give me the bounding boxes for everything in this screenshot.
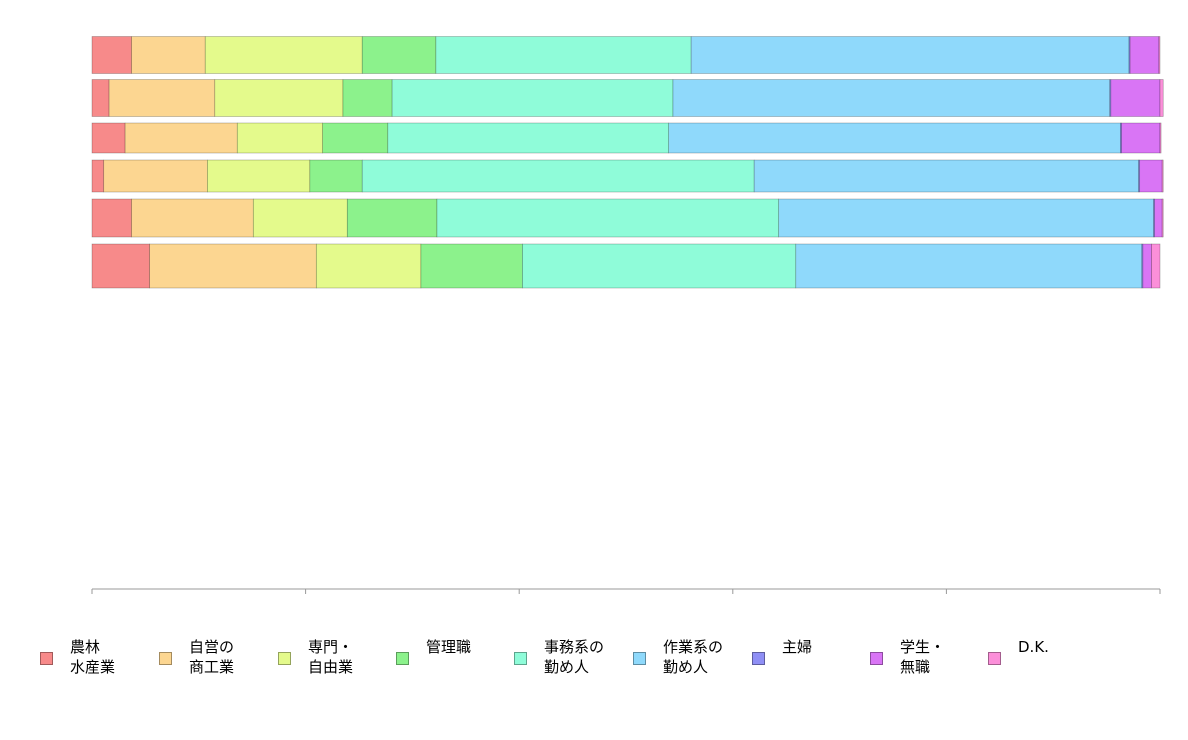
bar-segment bbox=[1159, 79, 1164, 117]
bar-segment bbox=[690, 36, 1130, 74]
bar-segment bbox=[1159, 122, 1162, 154]
legend-swatch bbox=[396, 652, 409, 665]
bar-segment bbox=[149, 243, 317, 289]
bar-segment bbox=[361, 159, 755, 193]
bar-segment bbox=[1161, 159, 1164, 193]
bar-segment bbox=[252, 198, 348, 238]
legend-swatch bbox=[159, 652, 172, 665]
bar-segment bbox=[91, 198, 132, 238]
legend-item: D.K. bbox=[984, 636, 1102, 682]
bar-segment bbox=[309, 159, 363, 193]
legend-item: 主婦 bbox=[748, 636, 866, 682]
legend-item: 学生・ 無職 bbox=[866, 636, 984, 682]
bar-segment bbox=[522, 243, 797, 289]
legend-label: D.K. bbox=[1018, 638, 1049, 656]
bar-segment bbox=[1158, 36, 1161, 74]
legend-swatch bbox=[40, 652, 53, 665]
legend: 農林 水産業 自営の 商工業 専門・ 自由業 管理職 事務系の 勤め人 作業系の 勤め人 主… bbox=[36, 636, 1166, 686]
bar-segment bbox=[436, 198, 780, 238]
bar-segment bbox=[435, 36, 692, 74]
bar-segment bbox=[108, 79, 216, 117]
legend-label: 専門・ 自由業 bbox=[308, 638, 354, 676]
bar-segment bbox=[672, 79, 1111, 117]
legend-item: 管理職 bbox=[392, 636, 510, 682]
bar-segment bbox=[124, 122, 238, 154]
bar-segment bbox=[668, 122, 1121, 154]
legend-swatch bbox=[633, 652, 646, 665]
bar-segment bbox=[1139, 159, 1163, 193]
bar-segment bbox=[391, 79, 674, 117]
legend-label: 自営の 商工業 bbox=[189, 638, 235, 676]
legend-label: 作業系の 勤め人 bbox=[663, 638, 724, 676]
bar-segment bbox=[131, 36, 206, 74]
bar-segment bbox=[204, 36, 363, 74]
bar-segment bbox=[778, 198, 1154, 238]
legend-label: 管理職 bbox=[426, 638, 472, 656]
bar-segment bbox=[91, 122, 126, 154]
bar-segment bbox=[795, 243, 1143, 289]
legend-swatch bbox=[988, 652, 1001, 665]
legend-swatch bbox=[278, 652, 291, 665]
bar-segment bbox=[91, 243, 150, 289]
legend-label: 事務系の 勤め人 bbox=[544, 638, 605, 676]
legend-item: 事務系の 勤め人 bbox=[510, 636, 628, 682]
bar-segment bbox=[315, 243, 422, 289]
bar-segment bbox=[91, 36, 132, 74]
bar-segment bbox=[753, 159, 1139, 193]
bar-segment bbox=[207, 159, 311, 193]
legend-label: 農林 水産業 bbox=[70, 638, 116, 676]
legend-swatch bbox=[870, 652, 883, 665]
bar-segment bbox=[420, 243, 523, 289]
legend-swatch bbox=[514, 652, 527, 665]
bar-segment bbox=[361, 36, 437, 74]
legend-item: 農林 水産業 bbox=[36, 636, 154, 682]
bar-segment bbox=[1142, 243, 1152, 289]
legend-item: 作業系の 勤め人 bbox=[629, 636, 747, 682]
bar-segment bbox=[346, 198, 438, 238]
legend-label: 学生・ 無職 bbox=[900, 638, 946, 676]
bar-segment bbox=[236, 122, 323, 154]
bar-segment bbox=[131, 198, 254, 238]
legend-swatch bbox=[752, 652, 765, 665]
bar-segment bbox=[1110, 79, 1161, 117]
bar-segment bbox=[1154, 198, 1163, 238]
bar-segment bbox=[1129, 36, 1160, 74]
bar-segment bbox=[103, 159, 208, 193]
legend-item: 自営の 商工業 bbox=[155, 636, 273, 682]
bar-segment bbox=[342, 79, 393, 117]
bar-segment bbox=[1161, 198, 1164, 238]
bar-segment bbox=[214, 79, 344, 117]
bar-segment bbox=[91, 159, 105, 193]
bar-segment bbox=[1151, 243, 1161, 289]
legend-label: 主婦 bbox=[782, 638, 813, 656]
legend-item: 専門・ 自由業 bbox=[274, 636, 392, 682]
bar-segment bbox=[322, 122, 389, 154]
bar-segment bbox=[91, 79, 110, 117]
bar-segment bbox=[1121, 122, 1161, 154]
bar-segment bbox=[387, 122, 670, 154]
